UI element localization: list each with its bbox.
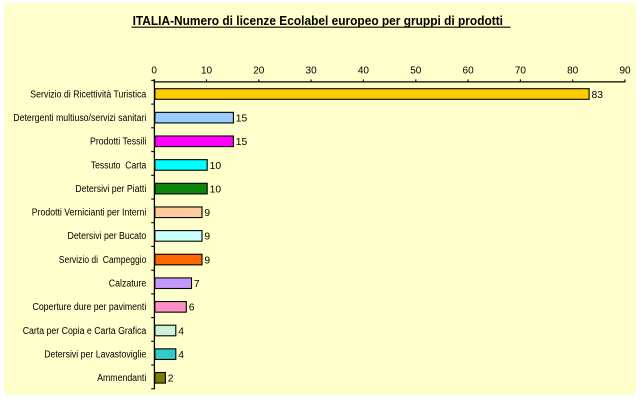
svg-text:70: 70 xyxy=(515,65,527,76)
svg-text:10: 10 xyxy=(210,161,222,172)
svg-text:Detergenti multiuso/servizi sa: Detergenti multiuso/servizi sanitari xyxy=(13,113,146,124)
svg-text:80: 80 xyxy=(567,65,579,76)
svg-text:40: 40 xyxy=(358,65,370,76)
svg-text:50: 50 xyxy=(410,65,422,76)
svg-text:10: 10 xyxy=(201,65,213,76)
svg-text:4: 4 xyxy=(178,326,184,337)
svg-text:Ammendanti: Ammendanti xyxy=(97,373,146,384)
svg-text:Prodotti Vernicianti per Inter: Prodotti Vernicianti per Interni xyxy=(32,208,147,219)
svg-text:ITALIA-Numero di licenze Ecola: ITALIA-Numero di licenze Ecolabel europe… xyxy=(133,14,503,28)
svg-text:4: 4 xyxy=(178,350,184,361)
svg-text:Calzature: Calzature xyxy=(109,279,147,290)
svg-text:9: 9 xyxy=(204,232,210,243)
svg-text:9: 9 xyxy=(204,208,210,219)
svg-text:10: 10 xyxy=(210,184,222,195)
svg-text:83: 83 xyxy=(592,90,604,101)
svg-text:7: 7 xyxy=(194,279,200,290)
svg-text:20: 20 xyxy=(253,65,265,76)
svg-text:30: 30 xyxy=(306,65,318,76)
svg-text:6: 6 xyxy=(189,303,195,314)
svg-text:15: 15 xyxy=(236,137,248,148)
svg-text:2: 2 xyxy=(168,374,174,385)
svg-text:Prodotti Tessili: Prodotti Tessili xyxy=(90,137,146,148)
svg-text:Carta per Copia e Carta Grafic: Carta per Copia e Carta Grafica xyxy=(23,326,147,337)
svg-text:Detersivi per Lavastoviglie: Detersivi per Lavastoviglie xyxy=(44,349,146,360)
svg-text:Servizio di Ricettività Turist: Servizio di Ricettività Turistica xyxy=(30,89,146,100)
svg-text:Coperture dure per pavimenti: Coperture dure per pavimenti xyxy=(33,302,147,313)
svg-text:0: 0 xyxy=(151,65,157,76)
svg-text:Tessuto Carta: Tessuto Carta xyxy=(91,160,147,171)
svg-text:90: 90 xyxy=(619,65,631,76)
svg-text:9: 9 xyxy=(204,255,210,266)
svg-text:Detersivi per Bucato: Detersivi per Bucato xyxy=(68,231,147,242)
svg-text:15: 15 xyxy=(236,113,248,124)
svg-text:Servizio di Campeggio: Servizio di Campeggio xyxy=(59,255,147,266)
svg-text:Detersivi per Piatti: Detersivi per Piatti xyxy=(75,184,146,195)
svg-text:60: 60 xyxy=(463,65,475,76)
